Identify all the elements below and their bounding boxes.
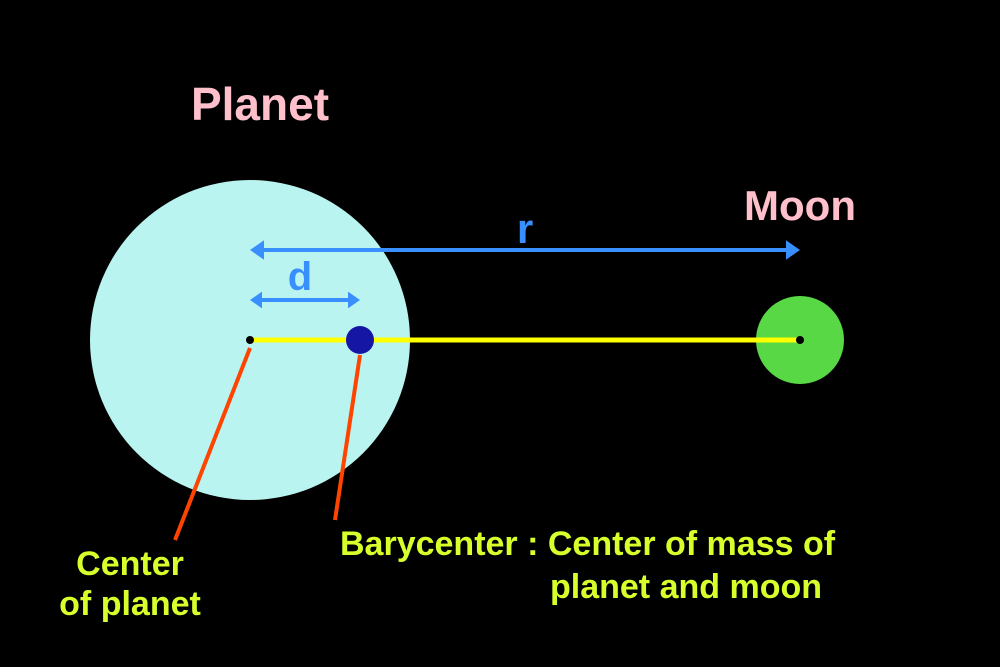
planet-center-dot [246, 336, 254, 344]
barycenter-label-line1: Barycenter : Center of mass of [340, 525, 836, 563]
center-of-planet-label-line1: Center [76, 545, 184, 583]
barycenter-label-line2: planet and moon [550, 568, 822, 606]
planet-label: Planet [191, 78, 329, 130]
barycenter-dot [346, 326, 374, 354]
r-label: r [517, 205, 533, 252]
moon-center-dot [796, 336, 804, 344]
center-of-planet-label-line2: of planet [59, 585, 201, 623]
d-label: d [288, 255, 312, 299]
barycenter-diagram: Planet Moon r d Center of planet Barycen… [0, 0, 1000, 667]
moon-label: Moon [744, 182, 856, 229]
